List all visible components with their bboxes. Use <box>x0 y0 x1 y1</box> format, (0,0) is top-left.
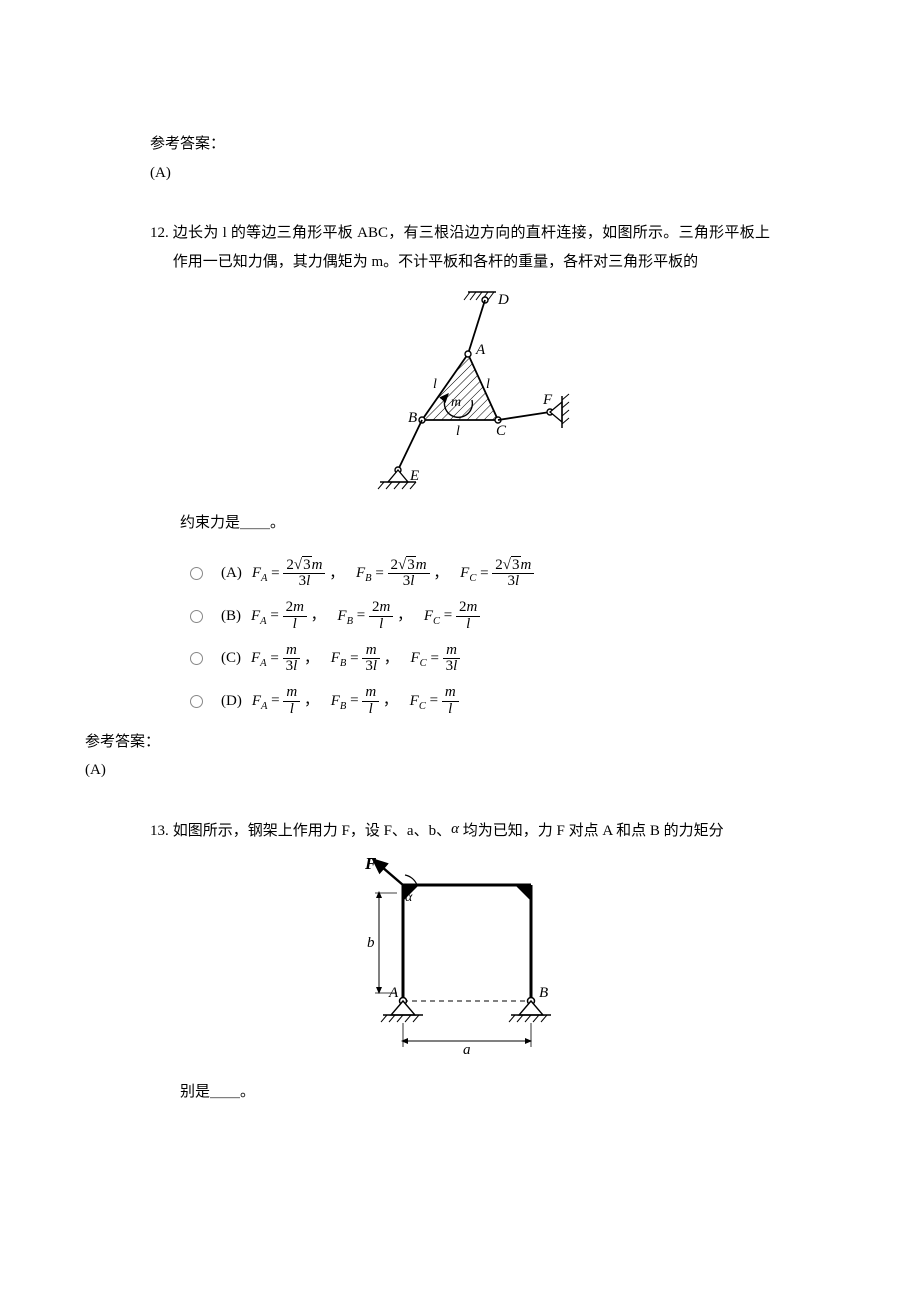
stem-post: 均为已知，力 F 对点 A 和点 B 的力矩分 <box>459 823 724 839</box>
question-stem-cont: 约束力是＿＿。 <box>180 509 770 538</box>
answer-label: 参考答案： <box>85 728 770 757</box>
figure-q13: F α <box>150 851 770 1076</box>
question-stem-cont: 别是＿＿。 <box>180 1078 770 1107</box>
option-C[interactable]: (C) FA = m3l ， FB = m3l ， FC = m3l <box>190 643 770 676</box>
label-B: B <box>539 985 548 1001</box>
option-key: (D) <box>221 693 242 710</box>
answer-label: 参考答案： <box>150 130 770 159</box>
label-l-AC: l <box>486 377 490 392</box>
options-q12: (A) FA = 2√3m3l ， FB = 2√3m3l ， FC = 2√3… <box>190 558 770 718</box>
option-A[interactable]: (A) FA = 2√3m3l ， FB = 2√3m3l ， FC = 2√3… <box>190 558 770 591</box>
radio-icon <box>190 567 203 580</box>
question-number: 12. <box>150 219 169 276</box>
option-key: (A) <box>221 565 242 582</box>
option-math: FA = 2ml ， FB = 2ml ， FC = 2ml <box>251 600 480 633</box>
radio-icon <box>190 610 203 623</box>
alpha-symbol: α <box>451 821 459 837</box>
question-stem: 如图所示，钢架上作用力 F，设 F、a、b、α 均为已知，力 F 对点 A 和点… <box>173 817 770 846</box>
force-F <box>375 861 403 885</box>
label-a: a <box>463 1042 471 1058</box>
question-13: 13. 如图所示，钢架上作用力 F，设 F、a、b、α 均为已知，力 F 对点 … <box>150 817 770 1107</box>
label-l-BC: l <box>456 424 460 439</box>
label-F: F <box>542 392 553 408</box>
answer-12: 参考答案： (A) <box>85 728 770 785</box>
label-C: C <box>496 423 507 439</box>
option-D[interactable]: (D) FA = ml ， FB = ml ， FC = ml <box>190 685 770 718</box>
question-12: 12. 边长为 l 的等边三角形平板 ABC，有三根沿边方向的直杆连接，如图所示… <box>150 219 770 785</box>
option-math: FA = m3l ， FB = m3l ， FC = m3l <box>251 643 460 676</box>
label-D: D <box>497 292 509 308</box>
answer-value: (A) <box>150 159 770 188</box>
label-E: E <box>409 468 419 484</box>
gusset-right <box>515 885 531 901</box>
label-A: A <box>475 342 486 358</box>
label-l-AB: l <box>433 377 437 392</box>
bar-CF <box>498 412 550 420</box>
label-m: m <box>451 395 461 410</box>
answer-value: (A) <box>85 756 770 785</box>
stem-pre: 如图所示，钢架上作用力 F，设 F、a、b、 <box>173 823 451 839</box>
option-math: FA = ml ， FB = ml ， FC = ml <box>252 685 459 718</box>
answer-11: 参考答案： (A) <box>150 130 770 187</box>
option-B[interactable]: (B) FA = 2ml ， FB = 2ml ， FC = 2ml <box>190 600 770 633</box>
option-key: (B) <box>221 608 241 625</box>
label-F: F <box>364 854 377 873</box>
question-number: 13. <box>150 817 169 846</box>
label-b: b <box>367 935 375 951</box>
support-D <box>464 292 496 303</box>
option-key: (C) <box>221 650 241 667</box>
bar-BE <box>398 420 422 470</box>
figure-q12: D A B C l l l m <box>150 282 770 507</box>
label-B: B <box>408 410 417 426</box>
radio-icon <box>190 695 203 708</box>
question-stem: 边长为 l 的等边三角形平板 ABC，有三根沿边方向的直杆连接，如图所示。三角形… <box>173 219 770 276</box>
option-math: FA = 2√3m3l ， FB = 2√3m3l ， FC = 2√3m3l <box>252 558 535 591</box>
radio-icon <box>190 652 203 665</box>
